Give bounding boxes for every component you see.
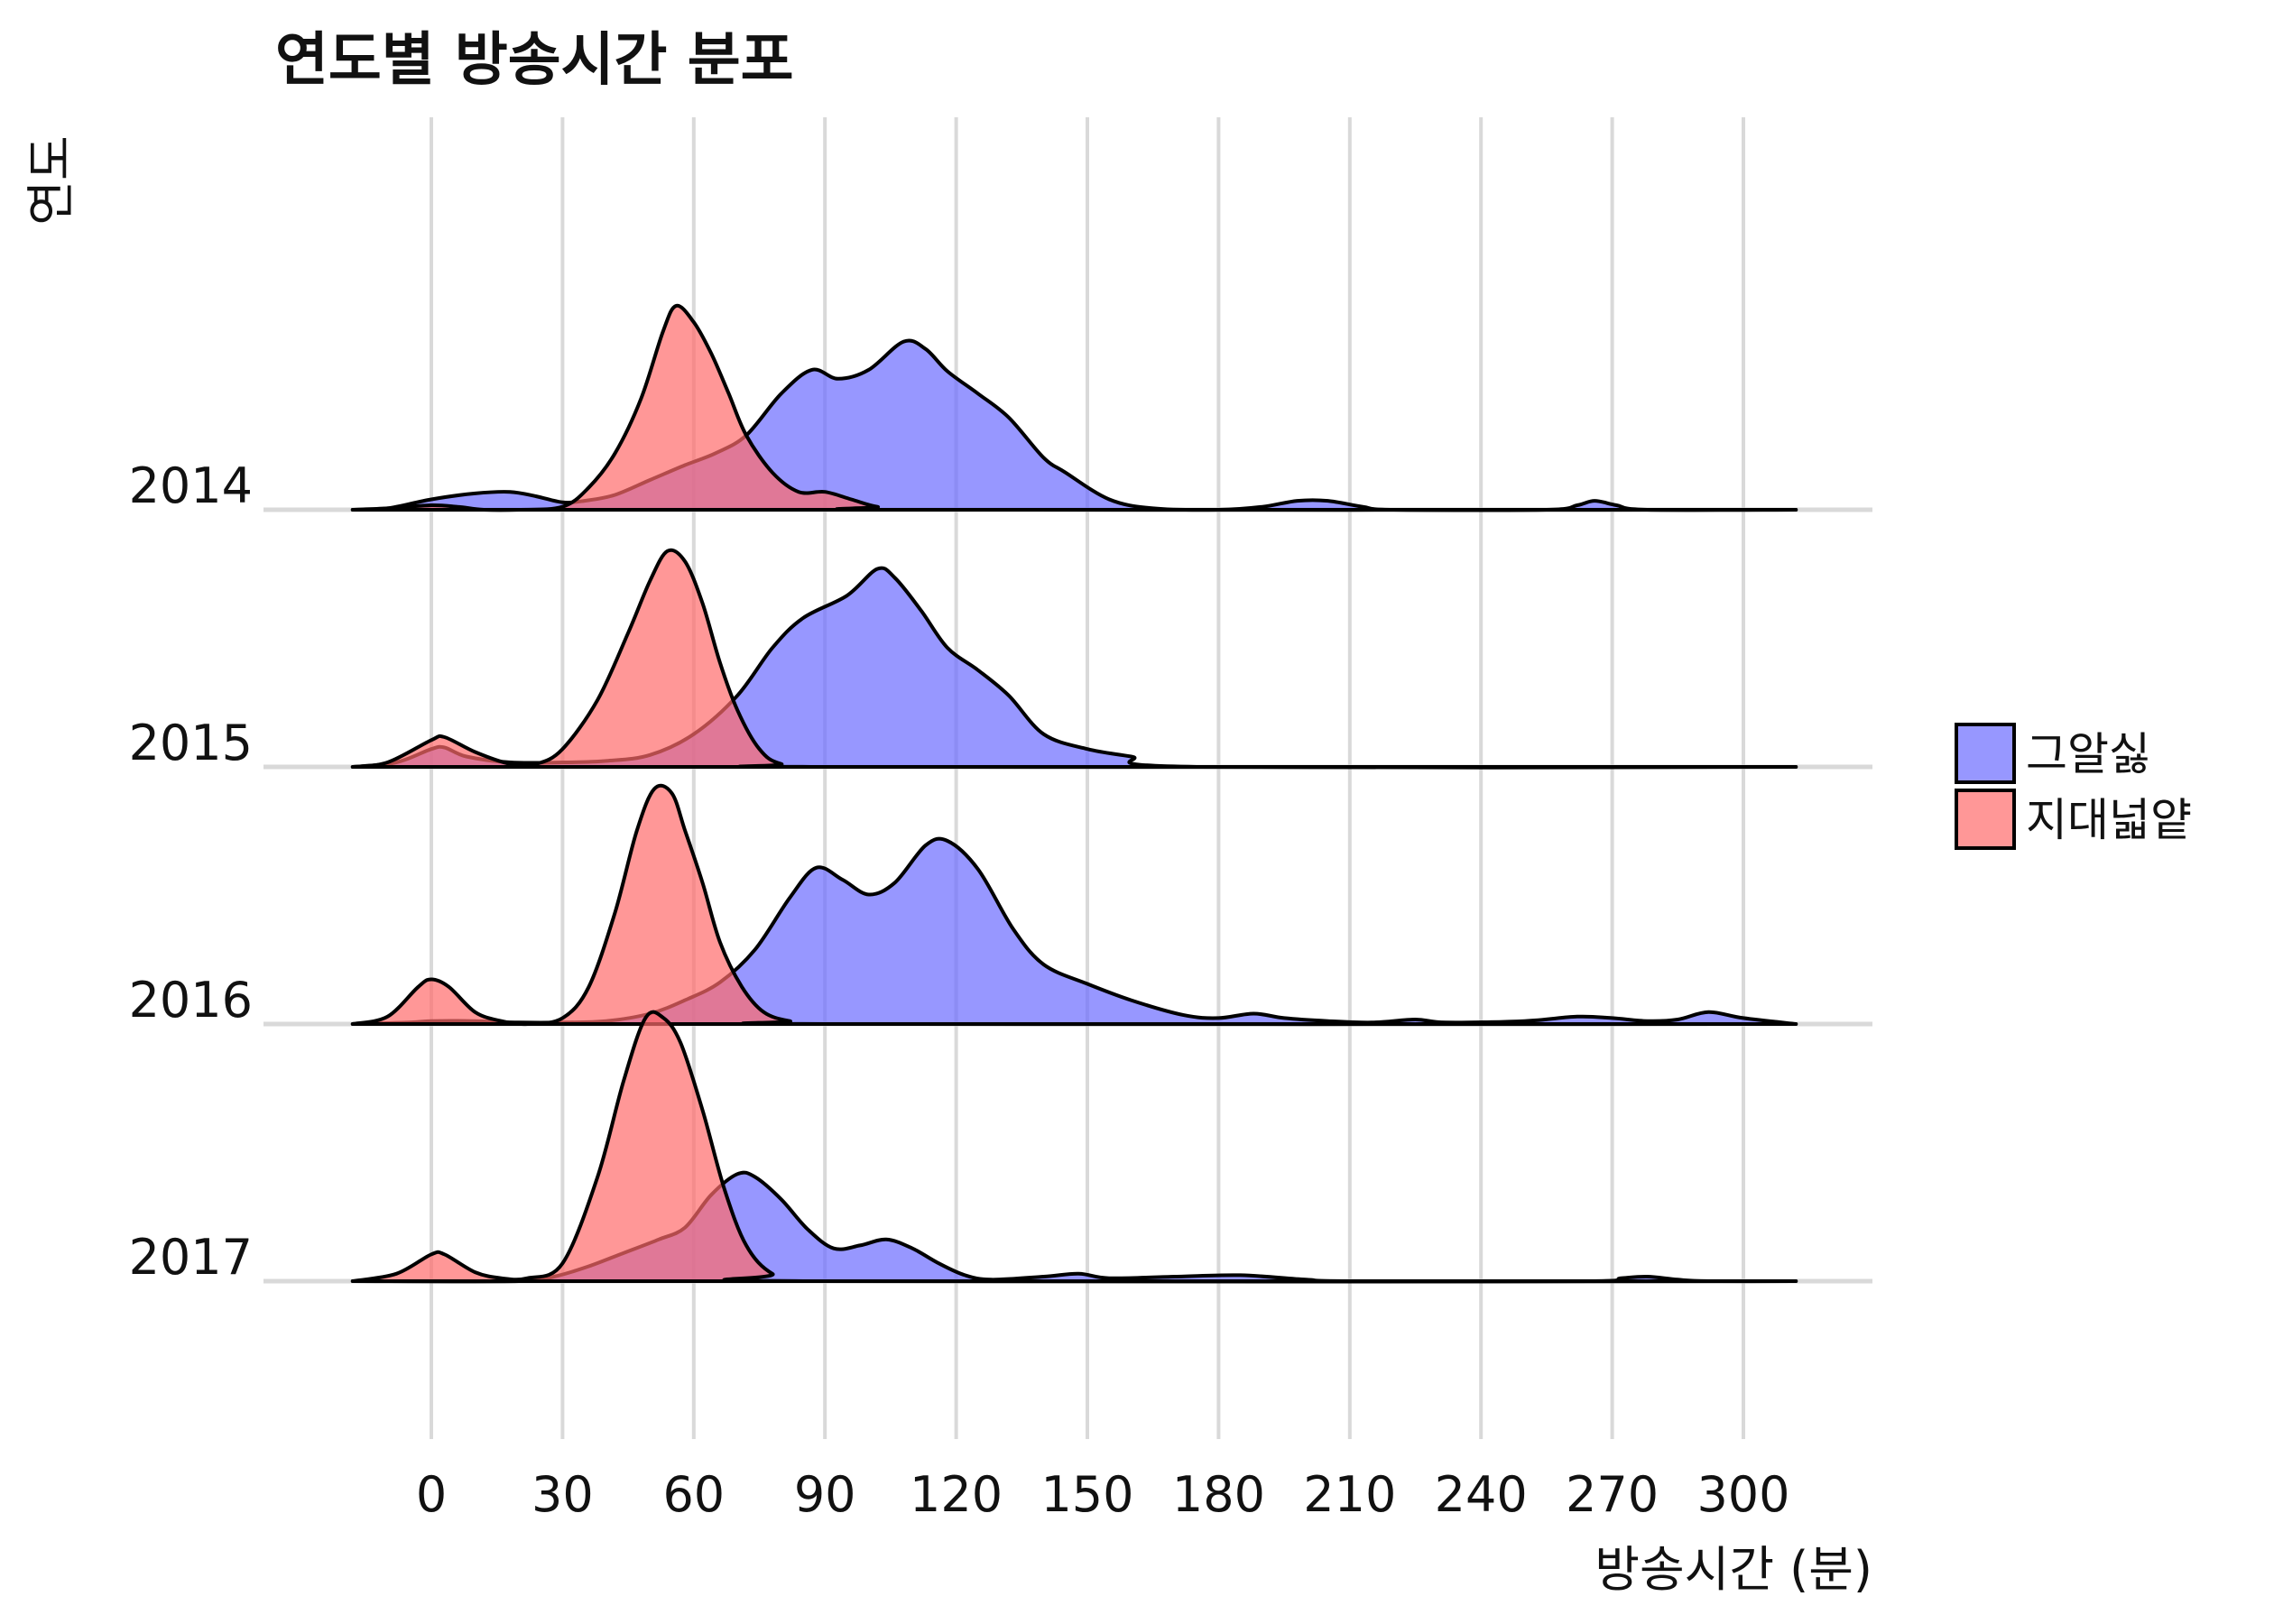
ridge-2014-그알싫 xyxy=(350,338,1798,512)
legend-label: 그알싫 xyxy=(2026,728,2150,780)
y-tick-label: 2014 xyxy=(129,457,253,514)
x-tick-label: 270 xyxy=(1566,1466,1659,1523)
x-tick-label: 300 xyxy=(1696,1466,1789,1523)
x-tick-label: 0 xyxy=(416,1466,447,1523)
y-tick-labels: 2014 2015 2016 2017 xyxy=(129,457,253,1286)
x-tick-label: 60 xyxy=(662,1466,725,1523)
y-tick-label: 2017 xyxy=(129,1229,253,1286)
y-axis-label: 연도 xyxy=(23,135,79,225)
legend-label: 지대넓얕 xyxy=(2026,794,2192,846)
x-axis-label: 방송시간 (분) xyxy=(1595,1541,1872,1598)
x-tick-label: 90 xyxy=(794,1466,856,1523)
x-tick-label: 240 xyxy=(1435,1466,1528,1523)
ridge-2017-지대넓얕 xyxy=(350,1010,1798,1284)
ridge-2015-지대넓얕 xyxy=(350,548,1798,770)
x-tick-labels: 0 30 60 90 120 150 180 210 240 270 300 xyxy=(416,1466,1790,1523)
y-tick-label: 2015 xyxy=(129,715,253,771)
x-tick-label: 180 xyxy=(1172,1466,1265,1523)
ridge-baselines xyxy=(263,507,1872,1284)
chart-title: 연도별 방송시간 분포 xyxy=(275,27,793,94)
x-tick-label: 30 xyxy=(532,1466,594,1523)
ridge-2016-지대넓얕 xyxy=(350,783,1798,1027)
y-tick-label: 2016 xyxy=(129,972,253,1029)
x-tick-label: 120 xyxy=(910,1466,1003,1523)
ridges xyxy=(350,303,1798,1284)
ridge-2014-지대넓얕 xyxy=(350,303,1798,512)
x-tick-label: 210 xyxy=(1303,1466,1396,1523)
x-tick-label: 150 xyxy=(1040,1466,1133,1523)
ridge-2016-그알싫 xyxy=(350,836,1798,1026)
legend-swatch xyxy=(1955,723,2016,784)
ridge-2015-그알싫 xyxy=(350,566,1798,770)
legend-swatch xyxy=(1955,789,2016,850)
